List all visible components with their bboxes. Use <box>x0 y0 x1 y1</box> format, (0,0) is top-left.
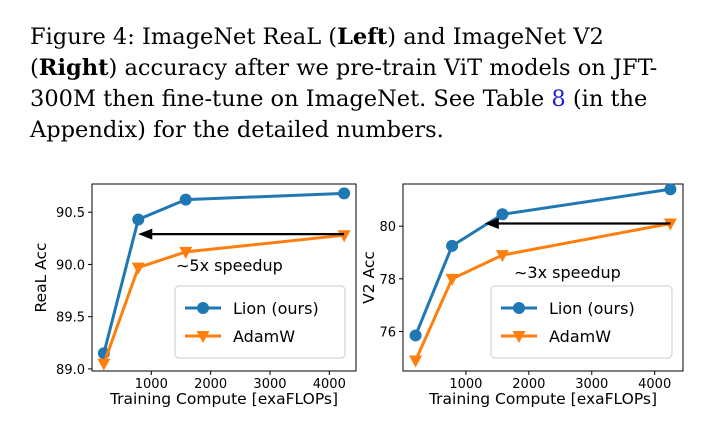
y-tick-label: 90.5 <box>56 206 85 221</box>
plot-frame <box>91 183 357 372</box>
caption-mid2: ) accuracy after we pre-train ViT models… <box>30 55 658 112</box>
legend-marker-adamw <box>196 331 210 343</box>
y-tick-label: 89.0 <box>56 363 85 378</box>
legend-marker-lion <box>513 302 525 314</box>
x-tick-label: 3000 <box>253 377 286 392</box>
data-point-adamw <box>409 355 423 368</box>
series-line-adamw <box>102 233 345 365</box>
y-tick-label: 76 <box>379 325 396 340</box>
data-point-adamw <box>179 246 193 259</box>
speedup-annotation: ∼5x speedup <box>176 256 283 275</box>
data-point-lion <box>179 193 192 206</box>
speedup-arrow-head <box>484 218 499 230</box>
x-tick-label: 1000 <box>449 377 482 392</box>
data-point-adamw <box>445 273 459 286</box>
data-point-lion <box>338 187 351 200</box>
x-tick-label: 2000 <box>194 377 227 392</box>
data-point-lion <box>496 208 509 221</box>
series-line-adamw <box>414 222 671 362</box>
speedup-annotation: ∼3x speedup <box>514 263 621 282</box>
caption-suffix: (in the Appendix) for the detailed numbe… <box>30 86 648 143</box>
caption-prefix: Figure 4: ImageNet ReaL ( <box>30 24 338 50</box>
y-tick-label: 89.5 <box>56 311 85 326</box>
y-axis-label: ReaL Acc <box>32 242 50 312</box>
figure-caption: Figure 4: ImageNet ReaL (Left) and Image… <box>30 22 690 146</box>
legend-label: AdamW <box>233 327 295 346</box>
legend-marker-lion <box>197 302 209 314</box>
legend-box <box>174 285 346 359</box>
series-line-lion <box>414 187 671 337</box>
y-tick-label: 78 <box>379 273 396 288</box>
legend-label: Lion (ours) <box>549 299 635 318</box>
legend-label: AdamW <box>549 327 611 346</box>
legend-marker-adamw <box>512 331 526 343</box>
y-tick-label: 80 <box>379 220 396 235</box>
data-point-adamw <box>131 262 145 275</box>
series-line-lion <box>102 191 345 354</box>
x-axis-label: Training Compute [exaFLOPs] <box>109 390 338 408</box>
caption-mid: ) and ImageNet V2 ( <box>30 24 604 81</box>
y-tick-label: 90.0 <box>56 258 85 273</box>
legend-box <box>490 285 673 359</box>
data-point-lion <box>409 329 422 342</box>
x-tick-label: 3000 <box>575 377 608 392</box>
chart-v2-acc: 1000 2000 3000 4000 76 78 80 Training Compute [… <box>360 183 684 408</box>
y-axis-label: V2 Acc <box>360 251 378 304</box>
x-tick-label: 4000 <box>638 377 671 392</box>
data-point-adamw <box>97 358 111 371</box>
data-point-lion <box>446 239 459 252</box>
x-tick-label: 1000 <box>135 377 168 392</box>
speedup-arrow-head <box>138 228 153 240</box>
x-tick-label: 4000 <box>313 377 346 392</box>
legend-label: Lion (ours) <box>233 299 319 318</box>
plot-frame <box>402 183 684 372</box>
data-point-adamw <box>495 250 509 263</box>
caption-right-word: Right <box>38 55 109 81</box>
data-point-lion <box>132 213 145 226</box>
chart-real-acc: 1000 2000 3000 4000 89.0 89.5 90.0 90.5 Training… <box>32 183 357 408</box>
x-tick-label: 2000 <box>512 377 545 392</box>
x-axis-label: Training Compute [exaFLOPs] <box>428 390 657 408</box>
data-point-lion <box>664 183 677 196</box>
table-reference-link[interactable]: 8 <box>551 86 566 112</box>
caption-left-word: Left <box>337 24 388 50</box>
